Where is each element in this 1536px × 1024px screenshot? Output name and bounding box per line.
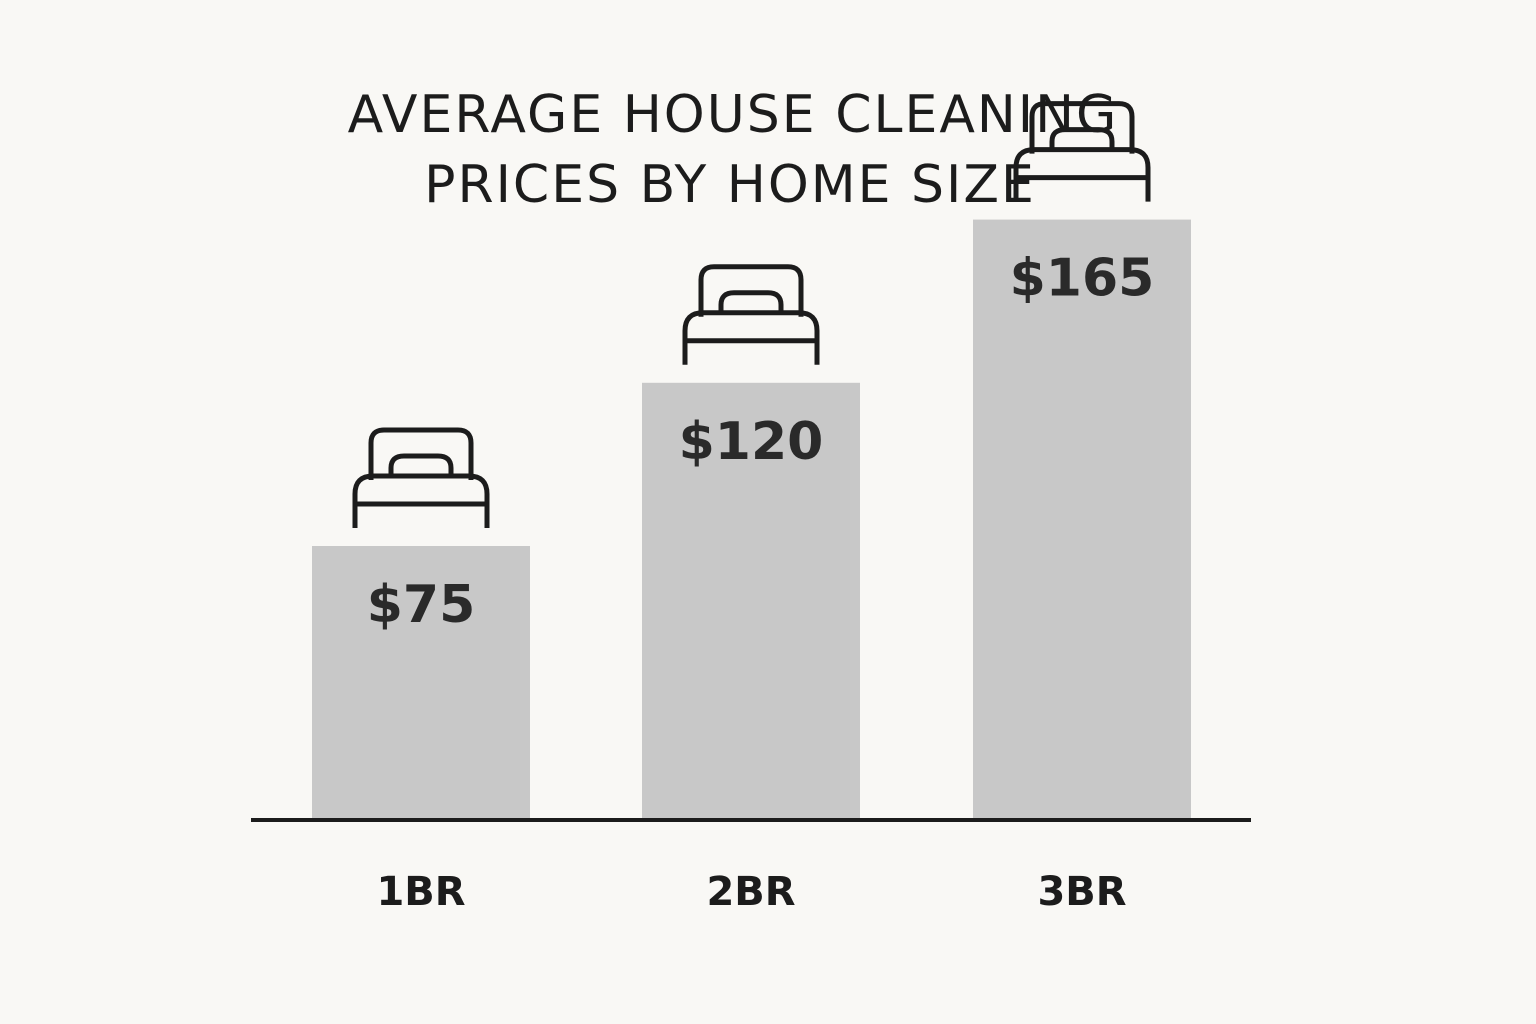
value-label-3BR: $165 <box>1010 249 1155 309</box>
bar-1BR <box>312 546 530 818</box>
value-label-1BR: $75 <box>367 575 476 635</box>
category-label-3BR: 3BR <box>1037 869 1126 915</box>
value-label-2BR: $120 <box>679 412 824 472</box>
bed-icon <box>1013 101 1151 202</box>
bed-icon <box>682 264 820 365</box>
bed-icon <box>352 427 490 528</box>
category-label-1BR: 1BR <box>376 869 465 915</box>
bar-2BR <box>642 382 860 818</box>
bars-layer: $75 1BR $120 2BR $165 3BR <box>312 101 1191 915</box>
category-label-2BR: 2BR <box>706 869 795 915</box>
chart-title-line-2: PRICES BY HOME SIZE <box>424 155 1036 215</box>
bar-3BR <box>973 219 1191 819</box>
chart-title-line-1: AVERAGE HOUSE CLEANING <box>348 85 1119 145</box>
